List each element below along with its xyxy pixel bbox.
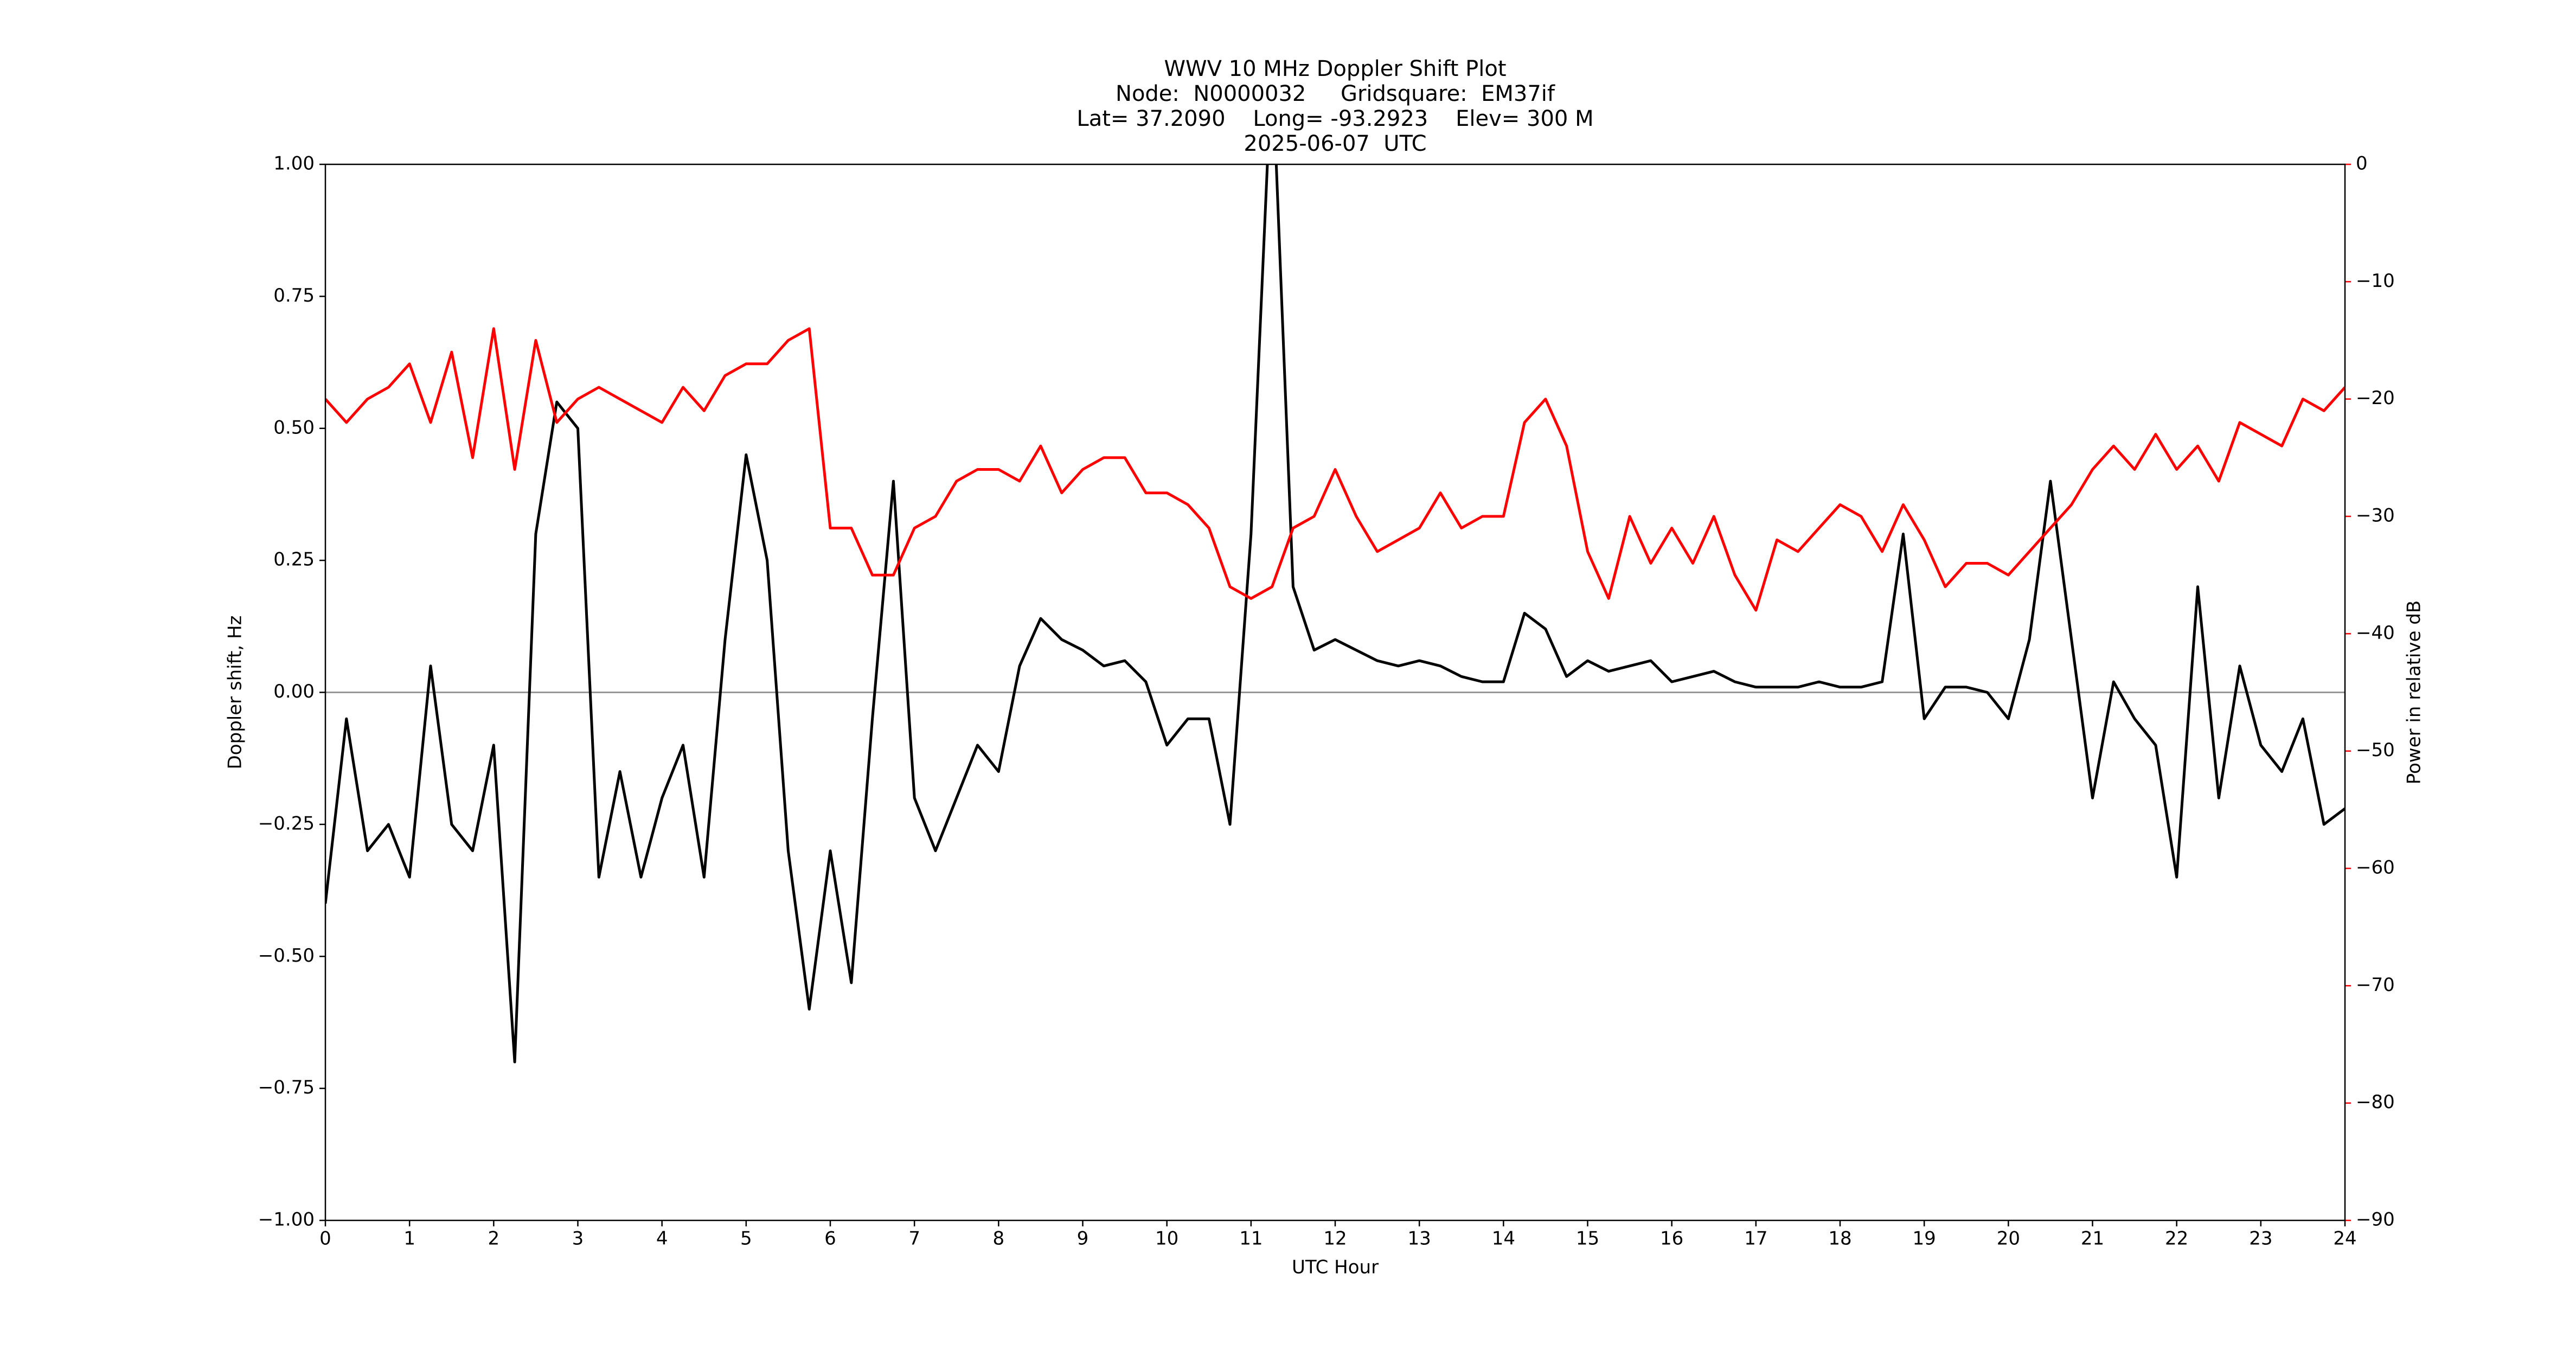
x-tick-label: 1 [403, 1228, 415, 1250]
x-tick-label: 2 [488, 1228, 500, 1250]
y-tick-label: −0.75 [258, 1077, 315, 1098]
x-tick-label: 12 [1323, 1228, 1347, 1250]
x-tick-label: 0 [319, 1228, 331, 1250]
y2-tick-label: −20 [2356, 387, 2395, 409]
y2-tick-label: −60 [2356, 857, 2395, 879]
chart-title: Node: N0000032 Gridsquare: EM37if [1116, 81, 1555, 106]
y-tick-label: 0.75 [273, 285, 315, 306]
x-tick-label: 9 [1077, 1228, 1089, 1250]
x-tick-label: 16 [1660, 1228, 1683, 1250]
y2-tick-label: −40 [2356, 622, 2395, 644]
x-tick-label: 10 [1155, 1228, 1178, 1250]
y2-tick-label: 0 [2356, 153, 2368, 175]
y-tick-label: 0.25 [273, 549, 315, 571]
x-tick-label: 3 [572, 1228, 584, 1250]
x-tick-label: 19 [1913, 1228, 1936, 1250]
x-tick-label: 15 [1576, 1228, 1599, 1250]
x-tick-label: 6 [824, 1228, 836, 1250]
y-tick-label: −1.00 [258, 1209, 315, 1231]
y2-tick-label: −10 [2356, 270, 2395, 292]
y-tick-label: 0.50 [273, 417, 315, 438]
x-tick-label: 14 [1492, 1228, 1515, 1250]
y2-tick-label: −30 [2356, 505, 2395, 527]
x-tick-label: 8 [993, 1228, 1005, 1250]
x-tick-label: 17 [1744, 1228, 1767, 1250]
y-tick-label: 1.00 [273, 153, 315, 175]
series-line [325, 164, 2345, 1064]
x-tick-label: 5 [740, 1228, 752, 1250]
x-axis-label: UTC Hour [1292, 1257, 1379, 1278]
series-line [325, 327, 2345, 612]
chart-title: WWV 10 MHz Doppler Shift Plot [1164, 56, 1506, 81]
x-tick-label: 13 [1408, 1228, 1431, 1250]
y-tick-label: −0.25 [258, 813, 315, 834]
y2-tick-label: −90 [2356, 1209, 2395, 1231]
x-tick-label: 23 [2249, 1228, 2272, 1250]
x-tick-label: 21 [2081, 1228, 2104, 1250]
x-tick-label: 20 [1997, 1228, 2020, 1250]
y2-tick-label: −50 [2356, 739, 2395, 761]
chart-title: Lat= 37.2090 Long= -93.2923 Elev= 300 M [1076, 106, 1593, 131]
x-tick-label: 7 [908, 1228, 920, 1250]
x-tick-label: 4 [656, 1228, 668, 1250]
plot-frame [324, 163, 2346, 1221]
y2-tick-label: −70 [2356, 974, 2395, 996]
y2-tick-label: −80 [2356, 1091, 2395, 1113]
y2-axis-label: Power in relative dB [2404, 600, 2425, 784]
chart-title: 2025-06-07 UTC [1244, 131, 1426, 156]
x-tick-label: 18 [1828, 1228, 1851, 1250]
x-tick-label: 22 [2165, 1228, 2188, 1250]
y-tick-label: 0.00 [273, 681, 315, 702]
plot-area [325, 164, 2345, 1064]
y-tick-label: −0.50 [258, 945, 315, 967]
y-axis-label: Doppler shift, Hz [225, 616, 246, 770]
x-tick-label: 11 [1239, 1228, 1263, 1250]
x-tick-label: 24 [2333, 1228, 2356, 1250]
